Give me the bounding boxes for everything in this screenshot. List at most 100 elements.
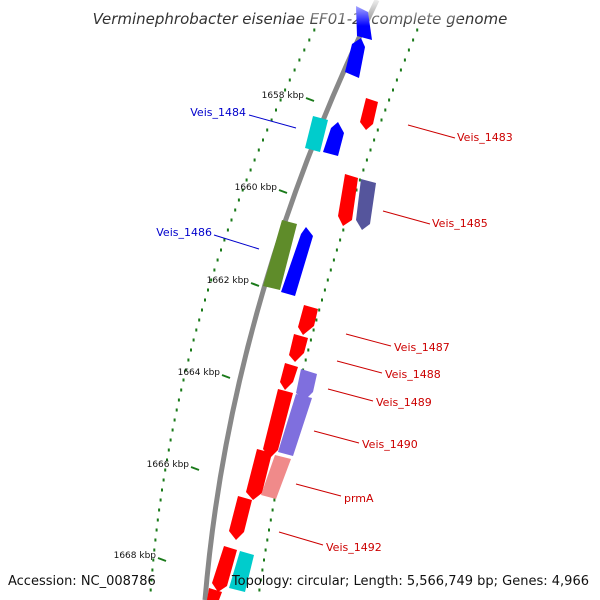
gene-label-prma[interactable]: prmA: [344, 492, 374, 505]
gene-arrow[interactable]: [212, 546, 237, 592]
topology-text: Topology: circular; Length: 5,566,749 bp…: [231, 574, 589, 589]
gene-arrow[interactable]: [345, 38, 365, 78]
gene-arrow-veis-1485[interactable]: [338, 174, 358, 226]
track-tick: [315, 318, 318, 322]
track-tick: [237, 198, 240, 202]
track-tick: [167, 448, 170, 452]
gene-label-veis-1490[interactable]: Veis_1490: [362, 438, 418, 451]
gene-arrow-prma[interactable]: [246, 449, 272, 500]
gene-arrow-veis-1490[interactable]: [263, 389, 293, 458]
track-tick: [365, 158, 368, 162]
gene-label-veis-1485[interactable]: Veis_1485: [432, 217, 488, 230]
gene-arrow-veis-1483[interactable]: [360, 98, 378, 130]
gene-arrow-veis-1489[interactable]: [280, 363, 298, 390]
track-tick: [226, 228, 229, 232]
track-tick: [273, 498, 276, 502]
track-tick: [161, 488, 163, 492]
gene-label-veis-1492[interactable]: Veis_1492: [326, 541, 382, 554]
track-tick: [321, 298, 323, 302]
track-tick: [268, 528, 270, 532]
track-tick: [155, 528, 158, 532]
track-tick: [158, 508, 161, 512]
track-tick: [264, 548, 267, 552]
gene-arrow-veis-1487[interactable]: [298, 305, 318, 335]
track-tick: [153, 548, 156, 552]
gene-features: [207, 6, 378, 600]
gene-arrow-veis-1488[interactable]: [289, 334, 308, 362]
gene-label-veis-1487[interactable]: Veis_1487: [394, 341, 450, 354]
track-tick: [266, 128, 269, 132]
gene-label-veis-1489[interactable]: Veis_1489: [376, 396, 432, 409]
track-tick: [210, 278, 213, 282]
track-tick: [307, 348, 310, 352]
scale-label: 1660 kbp: [235, 183, 278, 193]
gene-label-veis-1486[interactable]: Veis_1486: [156, 226, 212, 239]
track-tick: [266, 538, 269, 542]
track-tick: [166, 458, 168, 462]
track-tick: [339, 238, 342, 242]
track-tick: [326, 278, 329, 282]
track-tick: [403, 58, 406, 62]
gene-arrow[interactable]: [278, 394, 312, 456]
gene-arrow[interactable]: [229, 551, 254, 592]
accession-text: Accession: NC_008786: [8, 574, 156, 589]
track-tick: [177, 398, 180, 402]
track-tick: [249, 168, 252, 172]
track-tick: [288, 78, 291, 82]
track-tick: [303, 48, 306, 52]
track-tick: [362, 168, 365, 172]
track-tick: [308, 38, 311, 42]
track-tick: [190, 348, 192, 352]
gene-arrow[interactable]: [323, 122, 344, 156]
gene-label-veis-1484[interactable]: Veis_1484: [190, 106, 246, 119]
track-tick: [253, 158, 256, 162]
gene-label-veis-1488[interactable]: Veis_1488: [385, 368, 441, 381]
track-tick: [416, 28, 419, 32]
track-tick: [169, 438, 172, 442]
scale-label: 1658 kbp: [262, 91, 305, 101]
gene-arrow-veis-1484[interactable]: [305, 116, 328, 152]
track-tick: [192, 338, 195, 342]
track-tick: [388, 98, 391, 102]
track-tick: [245, 178, 248, 182]
track-tick: [270, 118, 273, 122]
track-tick: [313, 28, 316, 32]
track-tick: [151, 568, 154, 572]
track-tick: [257, 148, 260, 152]
track-tick: [184, 368, 187, 372]
gene-arrow[interactable]: [207, 588, 222, 600]
track-tick: [154, 538, 157, 542]
track-tick: [213, 268, 216, 272]
track-tick: [358, 178, 361, 182]
top-fade: [300, 0, 460, 26]
scale-labels: 1658 kbp 1660 kbp 1662 kbp 1664 kbp 1666…: [114, 91, 315, 562]
gene-label-veis-1483[interactable]: Veis_1483: [457, 131, 513, 144]
track-tick: [162, 478, 165, 482]
track-tick: [223, 238, 226, 242]
gene-arrow[interactable]: [281, 227, 313, 296]
gene-arrow-veis-1486[interactable]: [263, 220, 297, 290]
gene-labels: Veis_1484 Veis_1483 Veis_1485 Veis_1486 …: [156, 106, 512, 554]
track-tick: [293, 68, 296, 72]
track-tick: [261, 568, 264, 572]
track-tick: [159, 498, 162, 502]
track-tick: [304, 358, 307, 362]
gene-arrow[interactable]: [261, 455, 291, 499]
track-tick: [335, 248, 338, 252]
gene-arrow-veis-1492[interactable]: [229, 496, 252, 540]
scale-label: 1668 kbp: [114, 551, 157, 561]
track-tick: [234, 208, 237, 212]
track-tick: [309, 338, 312, 342]
track-tick: [395, 78, 398, 82]
track-tick: [207, 288, 209, 292]
track-tick: [149, 588, 152, 592]
gene-arrow[interactable]: [356, 179, 376, 230]
track-tick: [180, 388, 183, 392]
track-tick: [399, 68, 402, 72]
track-tick: [258, 588, 261, 592]
track-tick: [323, 288, 326, 292]
track-tick: [175, 408, 178, 412]
track-tick: [376, 128, 379, 132]
gene-arrow[interactable]: [296, 369, 317, 400]
